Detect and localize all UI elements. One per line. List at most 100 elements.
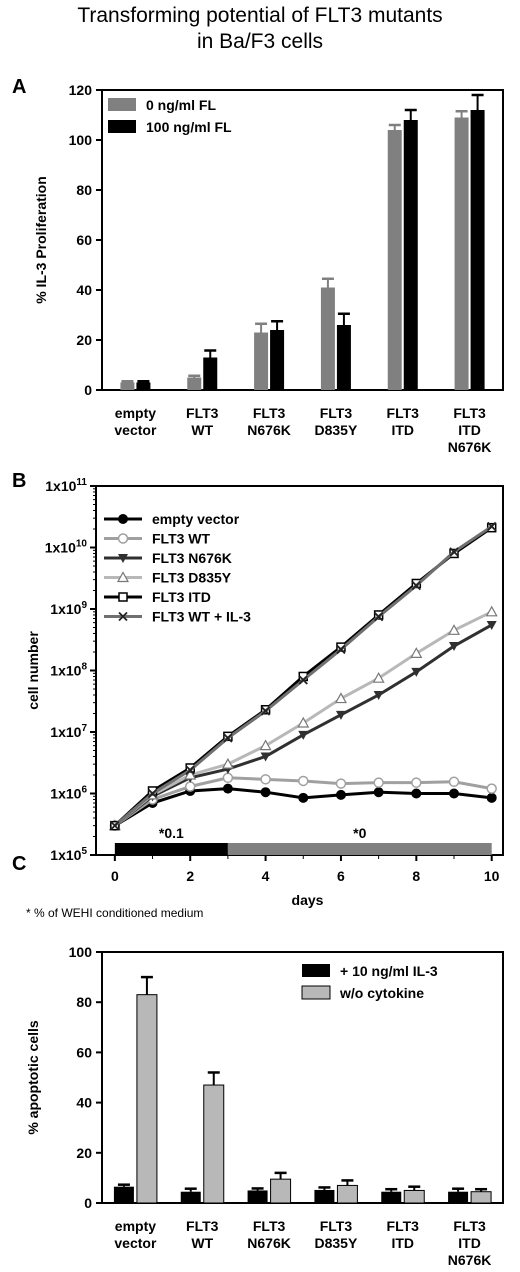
chart-a-y-tick-label: 80 — [76, 182, 92, 198]
chart-b-y-tick-label: 1x1011 — [45, 477, 87, 494]
panel-label-c: C — [12, 853, 27, 875]
chart-c-category-label: D835Y — [315, 1235, 358, 1251]
chart-b-point — [223, 733, 233, 743]
chart-b-point — [335, 778, 347, 789]
chart-b-point — [118, 592, 128, 602]
chart-b-y-tick-label: 1x1010 — [45, 539, 88, 556]
figure-title-line-2: in Ba/F3 cells — [196, 30, 324, 53]
chart-c-y-tick-label: 0 — [84, 1195, 92, 1211]
panel-label-b: B — [12, 470, 27, 492]
chart-b-y-axis-label: cell number — [25, 631, 41, 710]
chart-c-category-label: FLT3 — [186, 1218, 219, 1234]
chart-a-category-label: FLT3 — [453, 405, 486, 421]
chart-b-point — [298, 792, 309, 803]
chart-a-y-tick-label: 20 — [76, 332, 92, 348]
chart-a-bar-s1 — [254, 332, 269, 390]
figure-title-line-1: Transforming potential of FLT3 mutants — [77, 4, 443, 27]
chart-b-point — [117, 533, 129, 544]
chart-c-legend-label: + 10 ng/ml IL-3 — [340, 963, 438, 979]
chart-a-category-label: ITD — [458, 422, 481, 438]
chart-b-point — [297, 716, 310, 728]
chart-b-x-tick-label: 10 — [484, 868, 500, 884]
chart-a-category-label: D835Y — [315, 422, 358, 438]
chart-b-y-tick-label: 1x108 — [50, 662, 87, 679]
chart-a-y-tick-label: 0 — [84, 382, 92, 398]
chart-a-category-label: FLT3 — [387, 405, 420, 421]
chart-a-bar-s2 — [403, 120, 418, 390]
chart-c-bar-s1 — [314, 1189, 335, 1203]
chart-a-category-label: FLT3 — [320, 405, 353, 421]
chart-c-category-label: FLT3 — [320, 1218, 353, 1234]
chart-a-bar-s1 — [320, 287, 335, 390]
chart-b-point — [374, 612, 384, 622]
chart-b-legend-label: FLT3 WT + IL-3 — [152, 609, 251, 625]
chart-c-category-label: vector — [114, 1235, 157, 1251]
chart-b-x-tick-label: 2 — [186, 868, 194, 884]
chart-b-medium-bar-segment — [227, 843, 492, 855]
chart-b-point — [449, 788, 460, 799]
chart-b-legend-label: FLT3 N676K — [152, 550, 232, 566]
chart-b-point — [260, 774, 271, 785]
chart-c-bar-s1 — [247, 1190, 268, 1203]
chart-a-legend-label: 100 ng/ml FL — [146, 119, 232, 135]
chart-b-legend-label: empty vector — [152, 511, 240, 527]
chart-b-point — [487, 521, 497, 532]
chart-b-y-tick-label: 1x106 — [50, 785, 87, 802]
chart-a-category-label: FLT3 — [186, 405, 219, 421]
chart-a-y-tick-label: 100 — [69, 132, 93, 148]
chart-b-point — [260, 752, 271, 762]
chart-b-point — [373, 777, 384, 788]
chart-a-bar-s2 — [203, 357, 218, 390]
chart-c-y-axis-label: % apoptotic cells — [25, 1020, 41, 1135]
chart-b-y-tick-label: 1x107 — [50, 723, 87, 740]
chart-a-category-label: empty — [115, 405, 156, 421]
chart-b-point — [185, 765, 195, 775]
chart-b-x-tick-label: 6 — [337, 868, 345, 884]
chart-b-point — [298, 730, 309, 740]
chart-a-legend-swatch — [108, 98, 136, 111]
chart-b-point — [411, 667, 422, 677]
chart-c-category-label: ITD — [458, 1235, 481, 1251]
chart-b-x-tick-label: 8 — [412, 868, 420, 884]
chart-a-y-tick-label: 120 — [69, 82, 93, 98]
chart-b-y-tick-label: 1x105 — [50, 846, 87, 863]
chart-b-point — [118, 611, 128, 622]
chart-b-point — [486, 620, 497, 630]
chart-b-point — [411, 788, 422, 799]
chart-c-bar-s2 — [403, 1189, 425, 1204]
chart-c-category-label: ITD — [391, 1235, 414, 1251]
chart-c-y-tick-label: 100 — [69, 944, 93, 960]
chart-b-point — [259, 739, 272, 751]
chart-b-point — [184, 768, 197, 780]
chart-a-y-axis-label: % IL-3 Proliferation — [33, 176, 49, 304]
chart-b-medium-label: *0 — [353, 825, 366, 841]
chart-a-category-label: ITD — [391, 422, 414, 438]
chart-b-point — [260, 787, 271, 798]
chart-c-y-tick-label: 20 — [76, 1145, 92, 1161]
chart-c-category-label: empty — [115, 1218, 156, 1234]
chart-a-category-label: FLT3 — [253, 405, 286, 421]
chart-b-x-tick-label: 0 — [111, 868, 119, 884]
chart-b-point — [118, 554, 128, 563]
chart-b-x-axis-label: days — [292, 892, 324, 908]
chart-b-point — [118, 514, 128, 524]
chart-a-legend-label: 0 ng/ml FL — [146, 97, 216, 113]
chart-c-y-tick-label: 60 — [76, 1044, 92, 1060]
chart-b-point — [222, 783, 233, 794]
chart-b-point — [116, 571, 130, 583]
chart-a-bar-s2 — [470, 110, 485, 390]
chart-c-bar-s2 — [470, 1191, 492, 1204]
chart-a-legend-swatch — [108, 120, 136, 133]
chart-b-medium-label: *0.1 — [159, 825, 184, 841]
chart-a-bar-s1 — [120, 382, 135, 390]
chart-b-point — [260, 706, 271, 716]
medium-footnote: * % of WEHI conditioned medium — [26, 906, 204, 920]
chart-b-legend-label: FLT3 ITD — [152, 589, 211, 605]
chart-c-category-label: FLT3 — [253, 1218, 286, 1234]
chart-b-point — [335, 789, 346, 800]
chart-b-legend-label: FLT3 D835Y — [152, 570, 232, 586]
chart-b-point — [147, 788, 158, 799]
chart-a-bar-s2 — [136, 382, 151, 390]
chart-b-point — [298, 675, 308, 685]
